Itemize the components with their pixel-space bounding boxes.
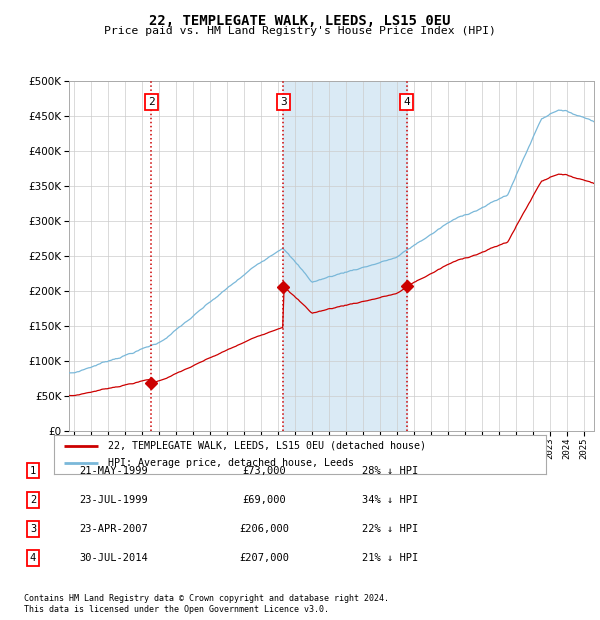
Text: Contains HM Land Registry data © Crown copyright and database right 2024.: Contains HM Land Registry data © Crown c… <box>24 593 389 603</box>
Text: 22, TEMPLEGATE WALK, LEEDS, LS15 0EU (detached house): 22, TEMPLEGATE WALK, LEEDS, LS15 0EU (de… <box>108 441 426 451</box>
Text: 22% ↓ HPI: 22% ↓ HPI <box>362 524 418 534</box>
Text: 2: 2 <box>148 97 155 107</box>
Text: 1: 1 <box>30 466 36 476</box>
Text: 23-JUL-1999: 23-JUL-1999 <box>80 495 148 505</box>
Text: 28% ↓ HPI: 28% ↓ HPI <box>362 466 418 476</box>
Text: 4: 4 <box>403 97 410 107</box>
Text: 34% ↓ HPI: 34% ↓ HPI <box>362 495 418 505</box>
Text: 30-JUL-2014: 30-JUL-2014 <box>80 553 148 563</box>
Text: This data is licensed under the Open Government Licence v3.0.: This data is licensed under the Open Gov… <box>24 604 329 614</box>
Text: Price paid vs. HM Land Registry's House Price Index (HPI): Price paid vs. HM Land Registry's House … <box>104 26 496 36</box>
Text: 3: 3 <box>30 524 36 534</box>
Text: £69,000: £69,000 <box>242 495 286 505</box>
Text: 21% ↓ HPI: 21% ↓ HPI <box>362 553 418 563</box>
Text: 22, TEMPLEGATE WALK, LEEDS, LS15 0EU: 22, TEMPLEGATE WALK, LEEDS, LS15 0EU <box>149 14 451 28</box>
Text: £207,000: £207,000 <box>239 553 289 563</box>
Text: 21-MAY-1999: 21-MAY-1999 <box>80 466 148 476</box>
Text: HPI: Average price, detached house, Leeds: HPI: Average price, detached house, Leed… <box>108 458 354 468</box>
Text: 4: 4 <box>30 553 36 563</box>
Text: 23-APR-2007: 23-APR-2007 <box>80 524 148 534</box>
Text: 3: 3 <box>280 97 287 107</box>
Bar <box>283 81 407 431</box>
Text: 2: 2 <box>30 495 36 505</box>
Text: £73,000: £73,000 <box>242 466 286 476</box>
Text: £206,000: £206,000 <box>239 524 289 534</box>
